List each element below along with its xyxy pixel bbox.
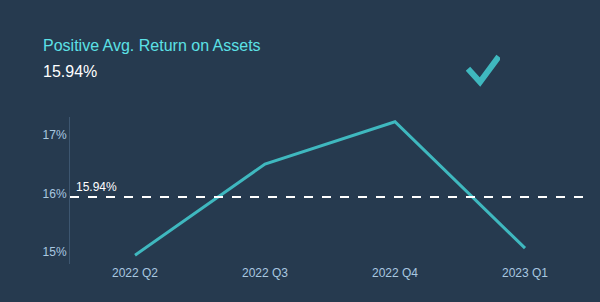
svg-text:15.94%: 15.94% [76, 180, 117, 194]
svg-text:2022 Q2: 2022 Q2 [112, 266, 158, 280]
svg-text:Positive Avg. Return on Assets: Positive Avg. Return on Assets [43, 37, 261, 54]
svg-text:2022 Q3: 2022 Q3 [242, 266, 288, 280]
svg-text:2022 Q4: 2022 Q4 [372, 266, 418, 280]
svg-text:2023 Q1: 2023 Q1 [502, 266, 548, 280]
svg-text:15.94%: 15.94% [43, 63, 97, 80]
svg-text:16%: 16% [43, 187, 67, 201]
svg-text:17%: 17% [43, 128, 67, 142]
svg-text:15%: 15% [43, 245, 67, 259]
